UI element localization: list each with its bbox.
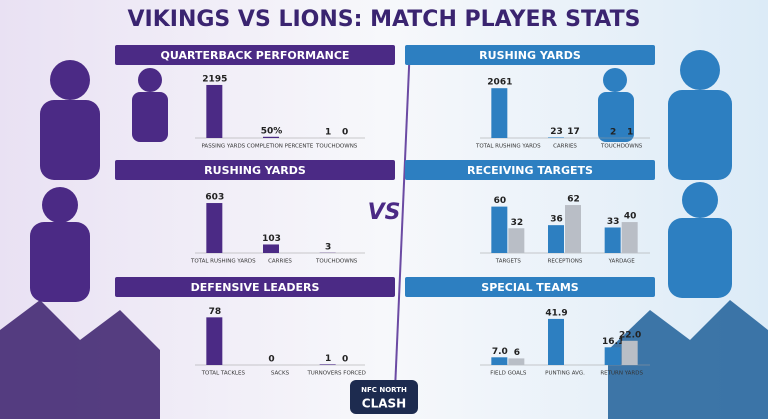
bar — [491, 88, 508, 138]
panel-header — [405, 45, 655, 65]
bar — [621, 222, 638, 253]
value-label: 62 — [567, 195, 580, 205]
category-label: RECEPTIONS — [548, 259, 583, 265]
value-label: 22.0 — [619, 330, 641, 340]
divider — [394, 44, 411, 391]
category-label: CARRIES — [553, 144, 577, 150]
panel-title: RECEIVING TARGETS — [467, 164, 593, 177]
category-label: TOTAL RUSHING YARDS — [190, 259, 256, 265]
value-label: 1 — [325, 354, 331, 364]
vs-label: VS — [368, 200, 401, 225]
value-label: 41.9 — [545, 308, 567, 318]
bar — [508, 228, 525, 253]
category-label: PASSING YARDS — [201, 144, 245, 150]
bar — [263, 244, 279, 253]
value-label: 103 — [262, 234, 281, 244]
category-label: TURNOVERS FORCED — [306, 371, 365, 377]
category-label: TOUCHDOWNS — [315, 144, 358, 150]
badge-line: NFC NORTH — [361, 386, 407, 394]
value-label: 32 — [511, 218, 524, 228]
value-label: 6 — [514, 348, 520, 358]
value-label: 50% — [261, 126, 283, 136]
bar — [548, 225, 564, 253]
bar — [206, 84, 223, 138]
bar — [548, 318, 564, 365]
vikings-players — [30, 60, 168, 302]
category-label: TARGETS — [495, 259, 522, 265]
bar — [621, 340, 638, 365]
panel-title: RUSHING YARDS — [204, 164, 306, 177]
value-label: 0 — [342, 128, 348, 138]
value-label: 2195 — [202, 74, 227, 84]
bar — [206, 317, 223, 365]
panel-title: SPECIAL TEAMS — [481, 281, 578, 294]
category-label: TOTAL RUSHING YARDS — [475, 144, 541, 150]
value-label: 23 — [550, 127, 563, 137]
value-label: 78 — [209, 307, 222, 317]
category-label: RETURN YARDS — [600, 371, 643, 377]
badge — [350, 380, 418, 414]
value-label: 33 — [607, 217, 620, 227]
category-label: PUNTING AVG. — [545, 371, 585, 377]
panel-title: DEFENSIVE LEADERS — [191, 281, 320, 294]
value-label: 17 — [567, 127, 580, 137]
value-label: 1 — [325, 127, 331, 137]
panel-header — [115, 45, 395, 65]
value-label: 2061 — [487, 78, 512, 88]
bar — [508, 358, 525, 365]
badge-line: CLASH — [362, 397, 406, 411]
value-label: 60 — [494, 196, 507, 206]
panel-header — [115, 160, 395, 180]
bar — [548, 137, 564, 138]
category-label: CARRIES — [268, 259, 292, 265]
value-label: 36 — [550, 215, 563, 225]
bar — [491, 357, 508, 365]
value-label: 0 — [268, 355, 274, 365]
lions-players — [598, 50, 732, 298]
bar — [491, 206, 508, 253]
bar — [604, 227, 621, 253]
bar — [604, 347, 621, 365]
panel-header — [115, 277, 395, 297]
value-label: 603 — [205, 193, 224, 203]
panel-header — [405, 160, 655, 180]
bar — [206, 203, 223, 253]
crowd-right — [608, 300, 768, 419]
category-label: SACKS — [271, 371, 290, 377]
bar — [565, 205, 581, 253]
category-label: COMPLETION PERCENTE — [247, 144, 314, 150]
crowd-left — [0, 300, 160, 419]
category-label: TOTAL TACKLES — [201, 371, 246, 377]
category-label: YARDAGE — [608, 259, 636, 265]
value-label: 40 — [624, 212, 637, 222]
bar — [319, 364, 336, 365]
panel-header — [405, 277, 655, 297]
value-label: 3 — [325, 242, 331, 252]
bar — [263, 136, 279, 138]
category-label: TOUCHDOWNS — [600, 144, 643, 150]
value-label: 2 — [610, 127, 616, 137]
page-title: VIKINGS VS LIONS: MATCH PLAYER STATS — [128, 7, 641, 32]
value-label: 16.1 — [602, 337, 624, 347]
value-label: 1 — [627, 127, 633, 137]
panel-title: QUARTERBACK PERFORMANCE — [161, 49, 350, 62]
value-label: 0 — [342, 355, 348, 365]
value-label: 7.0 — [492, 347, 508, 357]
panel-title: RUSHING YARDS — [479, 49, 581, 62]
category-label: TOUCHDOWNS — [315, 259, 358, 265]
category-label: FIELD GOALS — [490, 371, 527, 377]
